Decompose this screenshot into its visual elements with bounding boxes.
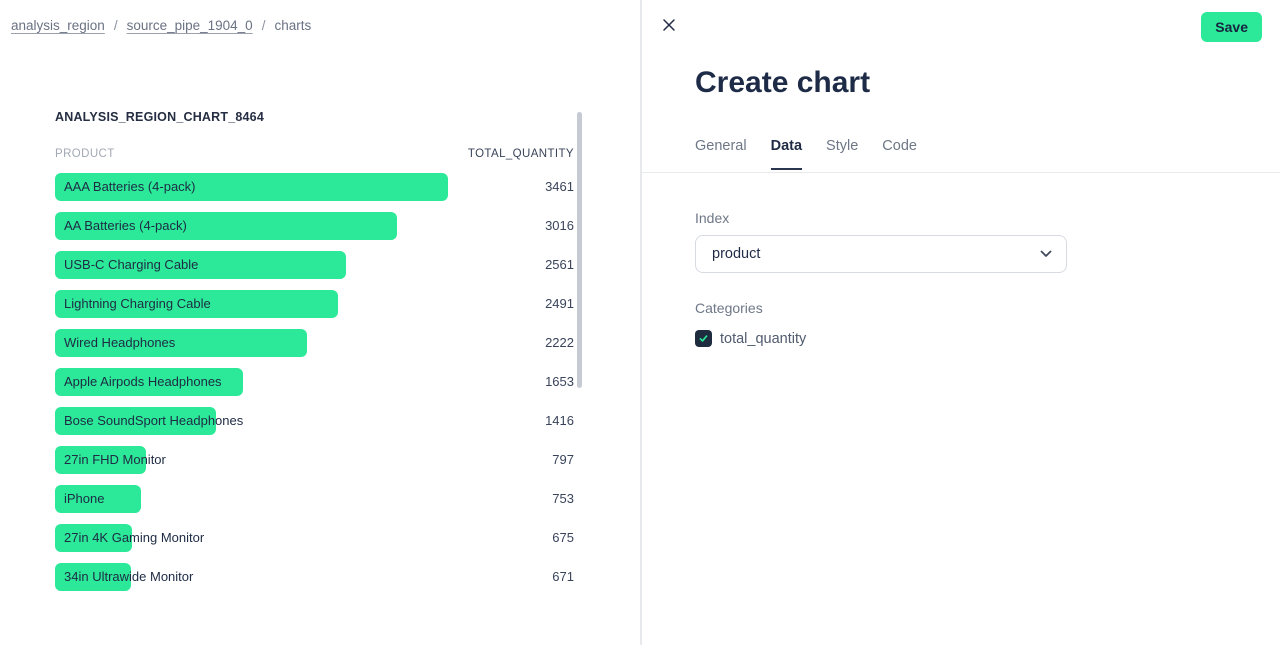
tab-data[interactable]: Data: [770, 138, 803, 170]
bar-value: 1416: [545, 413, 574, 428]
chart-row: Lightning Charging Cable 2491: [55, 290, 574, 318]
bar-value: 2222: [545, 335, 574, 350]
chevron-down-icon: [1040, 250, 1052, 258]
chart-row: Wired Headphones 2222: [55, 329, 574, 357]
tab-bar: General Data Style Code: [695, 138, 917, 170]
charts-list-panel: analysis_region / source_pipe_1904_0 / c…: [11, 18, 582, 591]
category-option-total-quantity[interactable]: total_quantity: [695, 330, 1067, 347]
bar-label: AA Batteries (4-pack): [64, 218, 187, 233]
close-icon[interactable]: [660, 16, 678, 34]
bar-value: 797: [552, 452, 574, 467]
bar-value: 675: [552, 530, 574, 545]
bar: [55, 485, 141, 513]
bar-value: 2561: [545, 257, 574, 272]
bar: [55, 446, 146, 474]
panel-divider: [640, 0, 642, 645]
breadcrumb-analysis-region[interactable]: analysis_region: [11, 18, 105, 33]
bar-label: Apple Airpods Headphones: [64, 374, 222, 389]
bar-label: 27in 4K Gaming Monitor: [64, 530, 205, 545]
tab-general[interactable]: General: [695, 138, 747, 154]
breadcrumb-charts: charts: [274, 18, 312, 33]
bar: [55, 329, 307, 357]
bar-value: 1653: [545, 374, 574, 389]
bar-label: iPhone: [64, 491, 105, 506]
breadcrumb-separator: /: [261, 18, 266, 33]
chart-row: Bose SoundSport Headphones 1416: [55, 407, 574, 435]
bar-value: 3461: [545, 179, 574, 194]
column-header-product: PRODUCT: [55, 148, 115, 160]
checkbox-checked-icon[interactable]: [695, 330, 712, 347]
bar: [55, 290, 338, 318]
vertical-scrollbar[interactable]: [577, 112, 582, 388]
chart-row: 34in Ultrawide Monitor 671: [55, 563, 574, 591]
bar: [55, 251, 346, 279]
bar-label: Wired Headphones: [64, 335, 176, 350]
chart-rows: AAA Batteries (4-pack) 3461 AA Batteries (…: [55, 173, 574, 591]
save-button[interactable]: Save: [1201, 12, 1262, 42]
bar: [55, 407, 216, 435]
column-header-total-quantity: TOTAL_QUANTITY: [467, 148, 574, 160]
breadcrumb-source-pipe[interactable]: source_pipe_1904_0: [126, 18, 253, 33]
bar: [55, 212, 397, 240]
index-field-label: Index: [695, 210, 730, 226]
chart-row: USB-C Charging Cable 2561: [55, 251, 574, 279]
data-tab-form: Index product Categories total_quantity: [695, 210, 1067, 347]
breadcrumb: analysis_region / source_pipe_1904_0 / c…: [11, 18, 311, 33]
create-chart-panel: Save Create chart General Data Style Cod…: [642, 0, 1280, 645]
bar-label: 34in Ultrawide Monitor: [64, 569, 194, 584]
page-title: Create chart: [695, 66, 871, 99]
chart-row: AAA Batteries (4-pack) 3461: [55, 173, 574, 201]
tab-bar-divider: [642, 172, 1280, 173]
bar-label: Bose SoundSport Headphones: [64, 413, 244, 428]
bar-label: USB-C Charging Cable: [64, 257, 199, 272]
breadcrumb-separator: /: [113, 18, 118, 33]
tab-style[interactable]: Style: [826, 138, 859, 154]
bar-label: 27in FHD Monitor: [64, 452, 166, 467]
tab-code[interactable]: Code: [882, 138, 917, 154]
chart-row: 27in 4K Gaming Monitor 675: [55, 524, 574, 552]
bar: [55, 368, 243, 396]
checkbox-label: total_quantity: [720, 330, 807, 347]
bar-label: Lightning Charging Cable: [64, 296, 211, 311]
bar: [55, 563, 131, 591]
bar-value: 671: [552, 569, 574, 584]
bar: [55, 173, 448, 201]
chart-row: 27in FHD Monitor 797: [55, 446, 574, 474]
chart-card[interactable]: ANALYSIS_REGION_CHART_8464 PRODUCT TOTAL…: [55, 110, 574, 591]
chart-row: AA Batteries (4-pack) 3016: [55, 212, 574, 240]
chart-row: Apple Airpods Headphones 1653: [55, 368, 574, 396]
bar-label: AAA Batteries (4-pack): [64, 179, 196, 194]
bar: [55, 524, 132, 552]
bar-value: 3016: [545, 218, 574, 233]
index-select-value: product: [712, 246, 761, 262]
chart-title: ANALYSIS_REGION_CHART_8464: [55, 110, 264, 124]
categories-field-label: Categories: [695, 300, 763, 316]
index-select[interactable]: product: [695, 235, 1067, 273]
bar-value: 2491: [545, 296, 574, 311]
chart-row: iPhone 753: [55, 485, 574, 513]
chart-column-headers: PRODUCT TOTAL_QUANTITY: [55, 148, 574, 160]
bar-value: 753: [552, 491, 574, 506]
